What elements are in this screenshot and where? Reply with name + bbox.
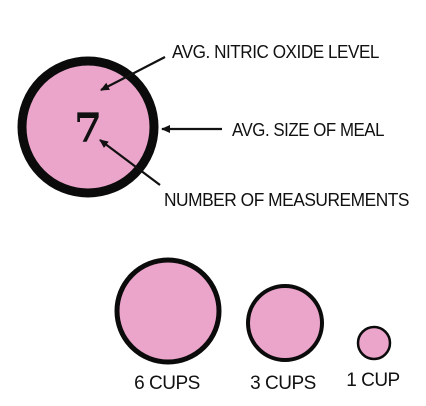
legend-circle (17, 56, 159, 198)
label-nitric-oxide: AVG. NITRIC OXIDE LEVEL (172, 41, 379, 62)
arrow-measurements (99, 139, 161, 186)
size-circle-3-cups (246, 284, 324, 362)
size-circle-1-cup (356, 325, 392, 361)
measurement-count: 7 (74, 105, 102, 152)
arrow-nitric-oxide (100, 56, 166, 91)
size-label-3-cups: 3 CUPS (250, 373, 316, 394)
size-circle-6-cups (114, 257, 222, 365)
label-measurements: NUMBER OF MEASUREMENTS (164, 189, 409, 210)
size-label-1-cup: 1 CUP (346, 370, 399, 391)
size-label-6-cups: 6 CUPS (134, 373, 200, 394)
label-meal-size: AVG. SIZE OF MEAL (232, 119, 384, 140)
